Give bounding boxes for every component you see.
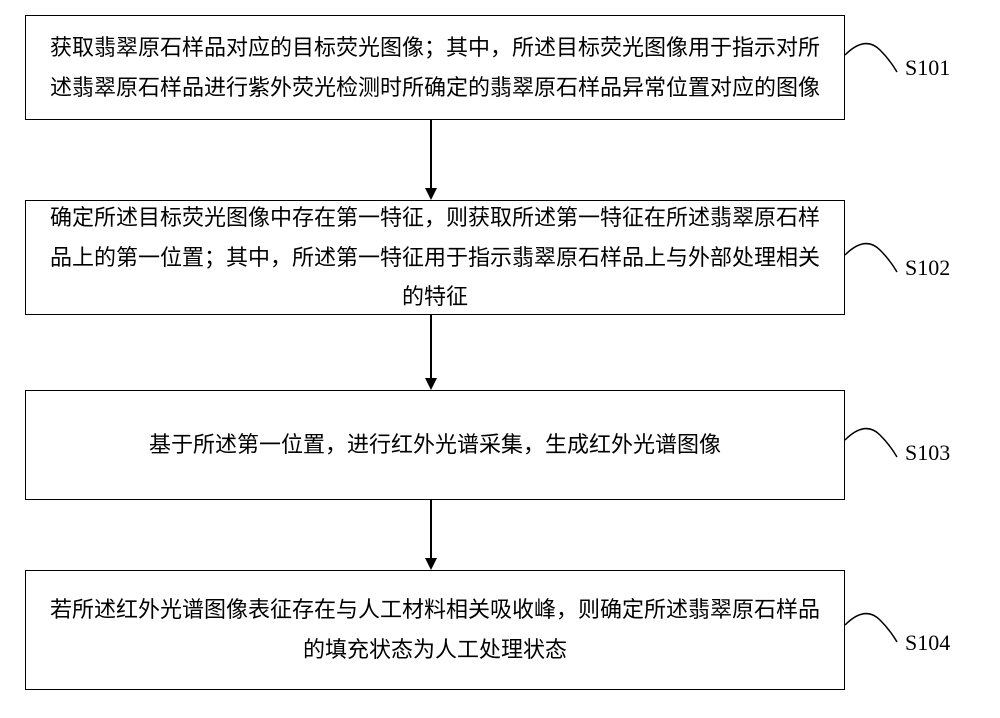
step-box-s101: 获取翡翠原石样品对应的目标荧光图像；其中，所述目标荧光图像用于指示对所述翡翠原石… (25, 15, 845, 120)
step-label-s102: S102 (905, 255, 950, 281)
arrow-head-3 (425, 558, 437, 570)
step-box-s104: 若所述红外光谱图像表征存在与人工材料相关吸收峰，则确定所述翡翠原石样品的填充状态… (25, 570, 845, 690)
arrow-line-1 (430, 120, 432, 188)
arrow-head-2 (425, 378, 437, 390)
flowchart-container: 获取翡翠原石样品对应的目标荧光图像；其中，所述目标荧光图像用于指示对所述翡翠原石… (0, 0, 1000, 718)
step-label-s101: S101 (905, 55, 950, 81)
step-box-s102: 确定所述目标荧光图像中存在第一特征，则获取所述第一特征在所述翡翠原石样品上的第一… (25, 200, 845, 315)
step-label-s103: S103 (905, 440, 950, 466)
label-curve-s101 (845, 30, 900, 80)
step-text-s101: 获取翡翠原石样品对应的目标荧光图像；其中，所述目标荧光图像用于指示对所述翡翠原石… (46, 28, 824, 107)
arrow-line-2 (430, 315, 432, 378)
label-curve-s102 (845, 230, 900, 280)
step-text-s104: 若所述红外光谱图像表征存在与人工材料相关吸收峰，则确定所述翡翠原石样品的填充状态… (46, 590, 824, 669)
arrow-line-3 (430, 500, 432, 558)
step-box-s103: 基于所述第一位置，进行红外光谱采集，生成红外光谱图像 (25, 390, 845, 500)
step-label-s104: S104 (905, 630, 950, 656)
step-text-s102: 确定所述目标荧光图像中存在第一特征，则获取所述第一特征在所述翡翠原石样品上的第一… (46, 198, 824, 317)
step-text-s103: 基于所述第一位置，进行红外光谱采集，生成红外光谱图像 (149, 425, 721, 465)
label-curve-s103 (845, 415, 900, 465)
label-curve-s104 (845, 600, 900, 650)
